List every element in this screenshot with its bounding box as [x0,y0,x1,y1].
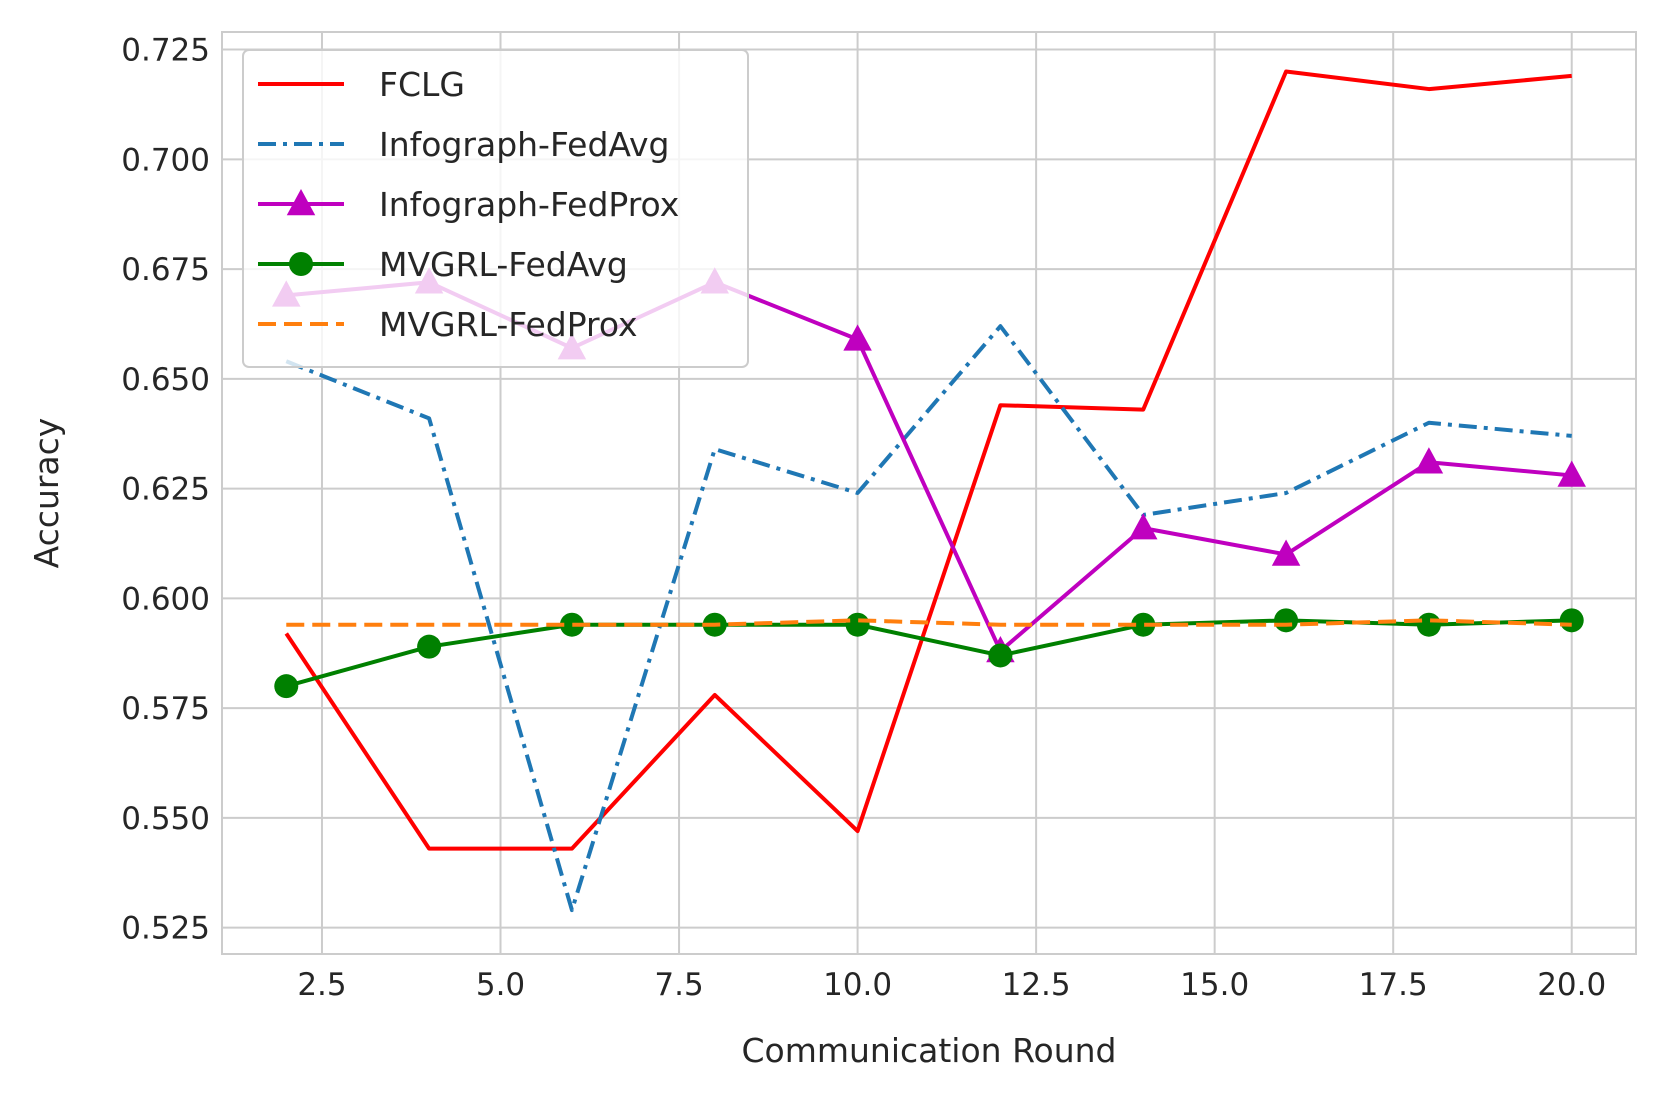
data-point-mvgrl-fedavg [559,612,584,637]
y-tick-label: 0.650 [121,362,210,398]
data-point-mvgrl-fedavg [1416,612,1441,637]
data-point-mvgrl-fedavg [1274,608,1299,633]
data-point-infograph-fedprox [1271,539,1301,566]
legend-item-fclg: FCLG [258,65,465,104]
y-tick-label: 0.550 [121,801,210,837]
y-tick-label: 0.600 [121,581,210,617]
legend-label-infograph-fedprox: Infograph-FedProx [379,185,679,224]
series-fclg [284,69,1572,851]
legend-marker-infograph-fedprox [286,189,316,216]
y-axis-label: Accuracy [27,418,66,569]
legend-item-mvgrl-fedprox: MVGRL-FedProx [258,305,638,344]
data-point-mvgrl-fedavg [1559,608,1584,633]
series-infograph-fedavg [285,324,1572,913]
legend-item-mvgrl-fedavg: MVGRL-FedAvg [258,245,628,284]
data-point-infograph-fedprox [1414,447,1444,474]
x-tick-label: 5.0 [476,967,525,1003]
series-line-mvgrl-fedprox [286,618,1572,627]
y-axis-ticks: 0.525 0.550 0.575 0.600 0.625 0.650 0.675 0.700… [121,33,210,947]
legend-item-infograph-fedavg: Infograph-FedAvg [258,125,670,164]
data-point-mvgrl-fedavg [988,643,1013,668]
plot-frame [221,31,1637,955]
x-tick-label: 12.5 [1002,967,1071,1003]
y-tick-label: 0.525 [121,911,210,947]
y-tick-label: 0.675 [121,252,210,288]
y-tick-label: 0.575 [121,691,210,727]
legend-label-fclg: FCLG [379,65,465,104]
legend: FCLG Infograph-FedAvg Infograph-FedProx MVG… [242,49,749,368]
data-point-mvgrl-fedavg [417,634,442,659]
x-tick-label: 20.0 [1537,967,1606,1003]
x-tick-label: 2.5 [297,967,346,1003]
legend-label-mvgrl-fedavg: MVGRL-FedAvg [379,245,628,284]
y-tick-label: 0.725 [121,33,210,69]
series-line-fclg [284,69,1572,851]
data-point-infograph-fedprox [1557,460,1586,487]
x-axis-ticks: 2.5 5.0 7.5 10.0 12.5 15.0 17.5 20.0 [297,967,1606,1003]
y-tick-label: 0.700 [121,142,210,178]
y-tick-label: 0.625 [121,472,210,508]
legend-label-mvgrl-fedprox: MVGRL-FedProx [379,305,638,344]
legend-item-infograph-fedprox: Infograph-FedProx [258,185,679,224]
legend-box [242,49,749,368]
legend-label-infograph-fedavg: Infograph-FedAvg [379,125,670,164]
data-point-mvgrl-fedavg [1131,612,1156,637]
series-mvgrl-fedprox [286,618,1572,627]
legend-marker-mvgrl-fedavg [289,252,313,276]
x-axis-label: Communication Round [741,1031,1116,1070]
x-tick-label: 10.0 [823,967,892,1003]
x-tick-label: 7.5 [654,967,703,1003]
x-tick-label: 17.5 [1359,967,1428,1003]
x-tick-label: 15.0 [1180,967,1249,1003]
series-line-infograph-fedavg [285,324,1572,913]
data-point-mvgrl-fedavg [274,674,299,699]
data-point-mvgrl-fedavg [845,612,870,637]
data-point-infograph-fedprox [843,324,872,351]
data-point-infograph-fedprox [1128,513,1158,540]
